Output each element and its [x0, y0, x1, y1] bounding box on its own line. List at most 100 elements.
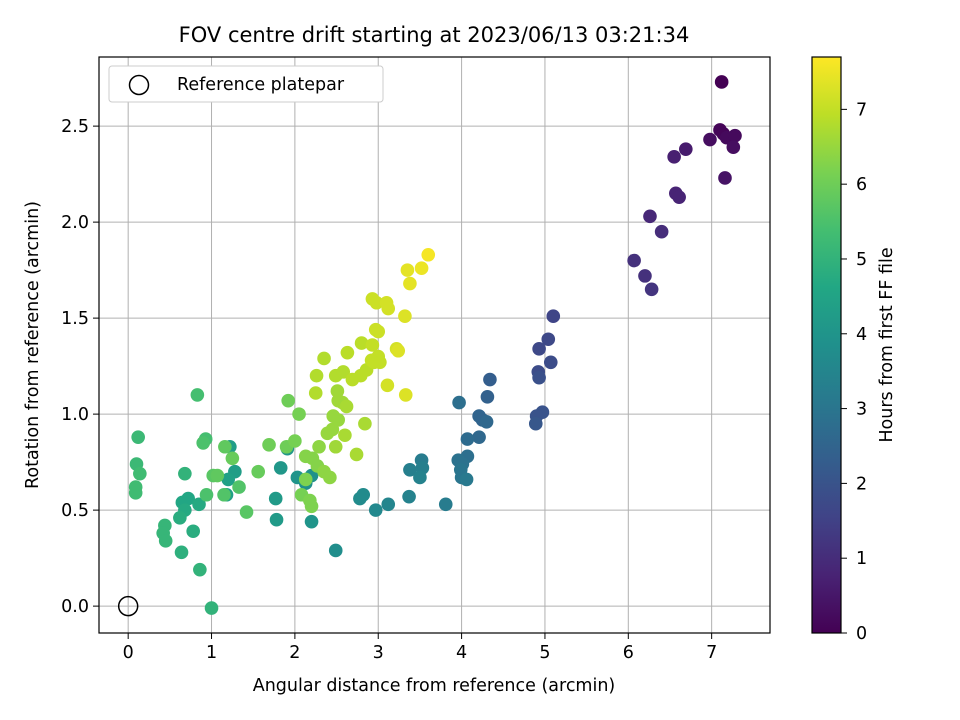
y-axis-label: Rotation from reference (arcmin): [23, 201, 43, 489]
y-tick-label: 2.5: [61, 117, 89, 137]
data-point: [217, 487, 231, 502]
data-point: [340, 345, 355, 360]
data-point: [373, 355, 387, 370]
x-tick-label: 2: [289, 643, 300, 663]
data-point: [644, 282, 659, 297]
x-tick-label: 1: [206, 643, 217, 663]
data-point: [452, 395, 466, 410]
data-point: [541, 332, 556, 347]
data-point: [718, 171, 732, 185]
data-point: [328, 439, 343, 454]
x-tick-label: 0: [123, 643, 134, 663]
data-point: [627, 253, 641, 268]
colorbar: 0 1 2 3 4 5 6 7 Hours from first FF file: [811, 56, 897, 644]
colorbar-tick-label: 4: [856, 325, 867, 345]
data-point: [354, 336, 369, 350]
y-tick-label: 2.0: [61, 213, 89, 233]
data-point: [414, 261, 429, 276]
plot-area: [98, 56, 771, 634]
data-point: [391, 343, 406, 358]
colorbar-label: Hours from first FF file: [877, 247, 897, 442]
data-point: [358, 416, 372, 431]
x-tick-label: 5: [539, 643, 550, 663]
legend-marker-reference: [128, 74, 150, 96]
data-point: [460, 432, 475, 446]
data-point: [381, 497, 396, 512]
data-point: [304, 499, 319, 514]
data-point: [239, 505, 254, 519]
data-point: [268, 491, 283, 506]
data-point: [292, 407, 306, 421]
data-point: [196, 436, 210, 450]
data-point: [174, 545, 189, 560]
data-point: [288, 434, 302, 448]
data-point: [338, 428, 352, 443]
data-point: [336, 365, 351, 379]
x-axis: 0 1 2 3 4 5 6 7: [123, 633, 717, 663]
data-point: [380, 378, 395, 393]
data-point: [204, 601, 219, 615]
data-point: [251, 464, 266, 479]
colorbar-tick-label: 7: [856, 100, 867, 120]
data-point: [186, 524, 200, 539]
data-point: [312, 439, 326, 454]
data-point: [403, 276, 417, 291]
plot-frame: [98, 56, 771, 634]
data-point: [413, 470, 427, 485]
data-point: [371, 324, 386, 339]
data-point: [339, 399, 354, 414]
data-point: [269, 512, 284, 527]
data-point: [210, 468, 225, 483]
data-point: [317, 351, 331, 366]
colorbar-tick-label: 1: [856, 549, 867, 569]
data-point: [714, 75, 729, 89]
data-point: [262, 438, 276, 452]
data-point: [133, 466, 147, 481]
data-point: [323, 470, 337, 485]
data-point: [728, 128, 742, 143]
data-point: [369, 295, 384, 310]
data-point: [281, 393, 296, 408]
data-point: [158, 534, 173, 548]
x-tick-label: 6: [623, 643, 634, 663]
data-point: [643, 209, 657, 224]
data-point: [381, 301, 396, 316]
data-point: [667, 150, 681, 164]
y-tick-label: 1.0: [61, 405, 89, 425]
reference-point-marker: [117, 595, 139, 617]
chart-title: FOV centre drift starting at 2023/06/13 …: [179, 23, 690, 47]
colorbar-tick-label: 3: [856, 400, 867, 420]
data-point: [654, 224, 669, 239]
colorbar-tick-label: 2: [856, 474, 867, 494]
data-point: [309, 368, 324, 383]
data-point: [365, 338, 380, 352]
x-tick-label: 4: [456, 643, 467, 663]
data-point: [472, 430, 486, 444]
data-point: [672, 190, 686, 204]
data-point: [178, 466, 192, 481]
scatter-points: [117, 75, 742, 617]
data-point: [438, 497, 453, 512]
data-point: [190, 388, 205, 402]
data-point: [232, 480, 246, 494]
colorbar-tick-label: 5: [856, 250, 867, 270]
data-point: [192, 497, 206, 512]
data-point: [403, 463, 417, 477]
data-point: [398, 309, 412, 324]
data-point: [368, 503, 383, 517]
y-tick-label: 0.0: [61, 597, 89, 617]
colorbar-tick-label: 6: [856, 175, 867, 195]
data-point: [479, 415, 494, 429]
data-point: [173, 511, 187, 525]
colorbar-gradient: [812, 57, 841, 633]
data-point: [128, 486, 143, 500]
data-point: [638, 269, 652, 283]
data-point: [225, 451, 240, 466]
data-point: [349, 447, 364, 462]
legend: Reference platepar: [108, 65, 384, 103]
y-tick-label: 0.5: [61, 501, 89, 521]
y-axis: 0.0 0.5 1.0 1.5 2.0 2.5: [61, 117, 99, 617]
colorbar-tick-label: 0: [856, 624, 867, 644]
